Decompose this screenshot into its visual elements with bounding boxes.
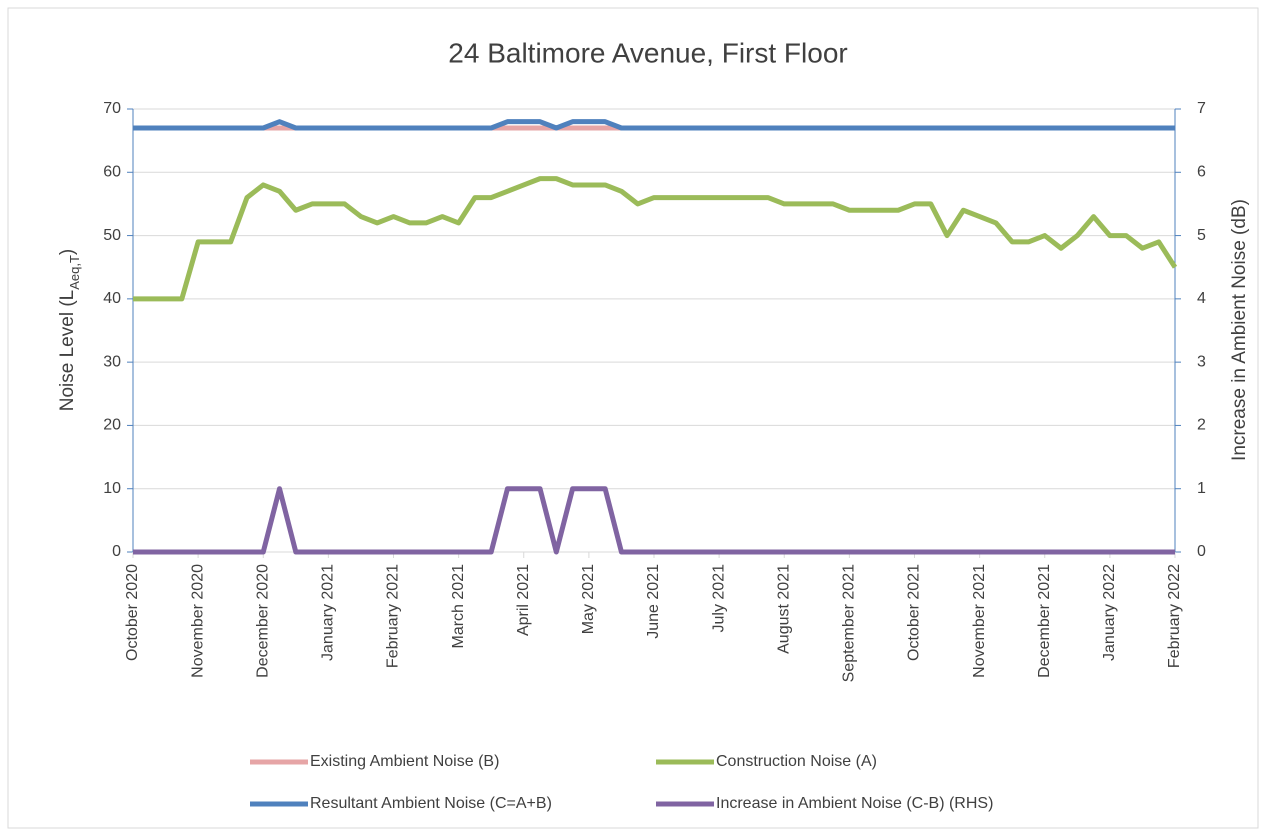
y-tick-label: 20 [103, 417, 121, 434]
y2-tick-label: 2 [1197, 417, 1206, 434]
x-tick-label: October 2021 [906, 564, 923, 661]
x-tick-label: August 2021 [775, 564, 792, 654]
y-tick-label: 50 [103, 227, 121, 244]
y2-tick-label: 1 [1197, 480, 1206, 497]
x-tick-label: September 2021 [841, 564, 858, 682]
legend-label: Construction Noise (A) [716, 753, 877, 770]
x-tick-label: December 2020 [254, 564, 271, 678]
y-axis-label: Noise Level (LAeq,T) [57, 249, 82, 411]
x-tick-label: April 2021 [515, 564, 532, 636]
y2-tick-label: 4 [1197, 290, 1206, 307]
y-tick-label: 0 [112, 543, 121, 560]
x-tick-label: February 2022 [1166, 564, 1183, 668]
x-tick-label: November 2021 [971, 564, 988, 678]
y-tick-label: 10 [103, 480, 121, 497]
legend-label: Resultant Ambient Noise (C=A+B) [310, 795, 552, 812]
y2-tick-label: 3 [1197, 353, 1206, 370]
x-tick-label: October 2020 [124, 564, 141, 661]
x-tick-label: January 2022 [1101, 564, 1118, 661]
y-tick-label: 30 [103, 353, 121, 370]
y-label-text: Noise Level (L [57, 290, 78, 411]
y-label-subscript: Aeq,T [67, 255, 82, 290]
y2-tick-label: 0 [1197, 543, 1206, 560]
y2-axis-label: Increase in Ambient Noise (dB) [1229, 199, 1250, 461]
x-tick-label: June 2021 [645, 564, 662, 639]
x-tick-label: May 2021 [580, 564, 597, 634]
y-tick-label: 60 [103, 164, 121, 181]
chart-title: 24 Baltimore Avenue, First Floor [448, 37, 847, 68]
series-line [133, 486, 1175, 555]
y-tick-label: 70 [103, 100, 121, 117]
x-tick-label: July 2021 [710, 564, 727, 633]
y-label-suffix: ) [57, 249, 78, 255]
series-line [133, 119, 1175, 131]
x-tick-label: December 2021 [1036, 564, 1053, 678]
series-line [133, 176, 1178, 302]
y2-tick-label: 7 [1197, 100, 1206, 117]
chart-border [7, 7, 1259, 829]
y2-tick-label: 5 [1197, 227, 1206, 244]
y2-tick-label: 6 [1197, 164, 1206, 181]
x-tick-label: November 2020 [189, 564, 206, 678]
legend-label: Existing Ambient Noise (B) [310, 753, 499, 770]
x-tick-label: January 2021 [320, 564, 337, 661]
x-tick-label: March 2021 [450, 564, 467, 649]
y-tick-label: 40 [103, 290, 121, 307]
legend-label: Increase in Ambient Noise (C-B) (RHS) [716, 795, 993, 812]
x-tick-label: February 2021 [385, 564, 402, 668]
